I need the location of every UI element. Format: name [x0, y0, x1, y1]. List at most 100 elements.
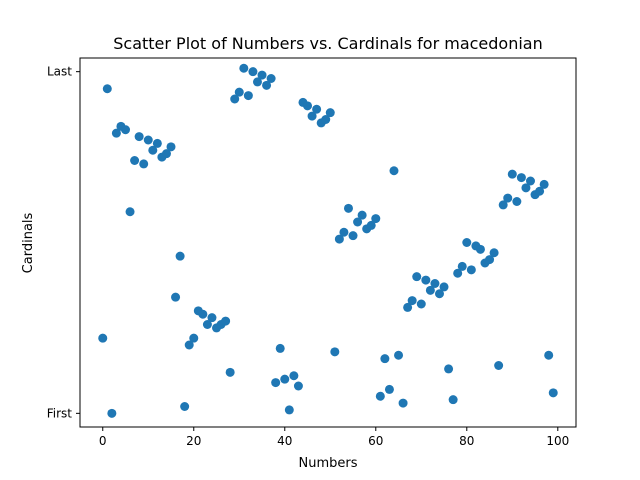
data-point: [111, 128, 121, 138]
data-point: [544, 350, 554, 360]
data-point: [498, 200, 508, 210]
data-point: [539, 179, 549, 189]
data-point: [143, 135, 153, 145]
data-point: [407, 296, 417, 306]
data-point: [535, 186, 545, 196]
data-point: [489, 248, 499, 258]
data-point: [271, 378, 281, 388]
data-point: [416, 299, 426, 309]
data-point: [394, 350, 404, 360]
data-point: [221, 316, 231, 326]
x-tick-label: 60: [368, 434, 383, 448]
data-point: [134, 132, 144, 142]
data-point: [189, 333, 199, 343]
data-points: [98, 63, 558, 418]
data-point: [139, 159, 149, 169]
data-point: [239, 63, 249, 73]
y-axis-label: Cardinals: [21, 212, 36, 273]
data-point: [148, 145, 158, 155]
data-point: [403, 302, 413, 312]
data-point: [521, 183, 531, 193]
data-point: [357, 210, 367, 220]
data-point: [503, 193, 513, 203]
data-point: [494, 361, 504, 370]
data-point: [375, 391, 385, 401]
x-tick-label: 0: [99, 434, 107, 448]
data-point: [180, 402, 190, 411]
data-point: [252, 77, 262, 87]
data-point: [439, 282, 449, 292]
y-tick-label: Last: [47, 65, 72, 79]
data-point: [121, 125, 131, 135]
data-point: [425, 285, 435, 295]
data-point: [257, 70, 267, 80]
data-point: [448, 395, 458, 405]
data-point: [175, 251, 185, 261]
data-point: [507, 169, 517, 179]
data-point: [430, 279, 440, 288]
data-point: [284, 405, 294, 415]
data-point: [130, 156, 140, 165]
data-point: [325, 108, 335, 118]
x-tick-label: 100: [546, 434, 569, 448]
data-point: [161, 149, 171, 159]
data-point: [421, 275, 431, 285]
data-point: [548, 388, 558, 398]
plot-frame: [79, 57, 577, 428]
data-point: [198, 309, 208, 319]
data-point: [266, 74, 276, 83]
data-point: [102, 84, 112, 94]
data-point: [230, 94, 240, 104]
data-point: [125, 207, 135, 217]
data-point: [525, 176, 535, 186]
data-point: [380, 354, 390, 364]
data-point: [234, 87, 244, 97]
data-point: [457, 261, 467, 271]
data-point: [343, 203, 353, 213]
data-point: [339, 227, 349, 237]
data-point: [384, 384, 394, 394]
data-point: [366, 220, 376, 230]
data-point: [453, 268, 463, 278]
data-point: [307, 111, 317, 121]
data-point: [225, 367, 235, 377]
data-point: [289, 371, 299, 381]
data-point: [398, 398, 408, 408]
data-point: [98, 333, 108, 343]
data-point: [243, 91, 253, 101]
data-point: [207, 313, 217, 323]
data-point: [434, 289, 444, 299]
data-point: [412, 272, 422, 282]
data-point: [171, 292, 181, 302]
data-point: [248, 67, 258, 77]
data-point: [512, 197, 522, 206]
x-axis-label: Numbers: [299, 456, 358, 471]
data-point: [166, 142, 176, 152]
data-point: [444, 364, 454, 374]
chart-title: Scatter Plot of Numbers vs. Cardinals fo…: [113, 34, 543, 53]
y-tick-label: First: [47, 406, 73, 420]
x-tick-label: 80: [459, 434, 474, 448]
data-point: [334, 234, 344, 244]
x-tick-label: 40: [277, 434, 292, 448]
data-point: [280, 374, 290, 384]
x-tick-label: 20: [186, 434, 201, 448]
data-point: [462, 238, 472, 247]
data-point: [312, 104, 322, 114]
data-point: [275, 343, 285, 353]
axis-ticks: 0 20 40 60 80 100 First Last: [47, 65, 570, 448]
data-point: [348, 231, 358, 241]
data-point: [353, 217, 363, 227]
data-point: [516, 173, 526, 183]
data-point: [107, 408, 117, 418]
data-point: [371, 214, 381, 224]
data-point: [321, 115, 331, 124]
data-point: [466, 265, 476, 275]
data-point: [202, 320, 212, 329]
data-point: [330, 347, 340, 357]
data-point: [475, 244, 485, 254]
data-point: [485, 255, 495, 265]
data-point: [262, 80, 272, 90]
data-point: [389, 166, 399, 176]
